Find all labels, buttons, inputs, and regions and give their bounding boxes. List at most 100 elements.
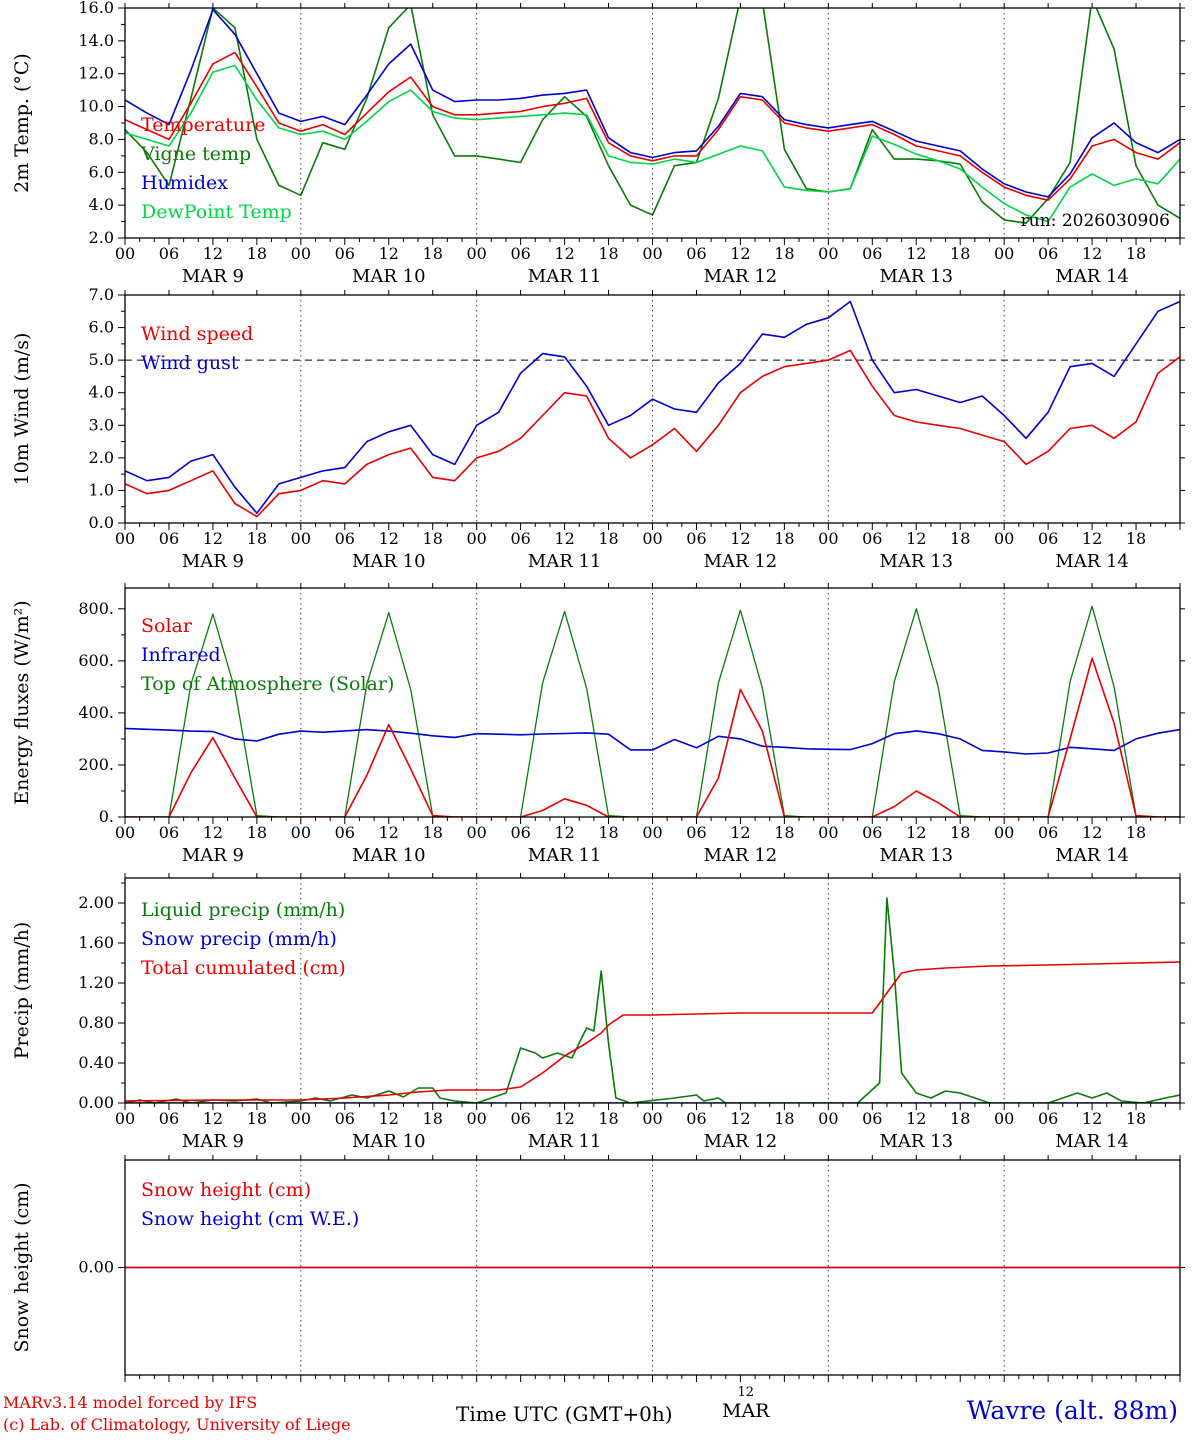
xtick-label: 12 (1082, 529, 1102, 548)
day-label: MAR 9 (182, 1131, 244, 1152)
series-infrared (125, 727, 1180, 755)
xtick-label: 18 (247, 823, 267, 842)
day-label: MAR 13 (879, 551, 953, 572)
xtick-label: 18 (247, 1109, 267, 1128)
xtick-label: 12 (906, 529, 926, 548)
series-wind-speed (125, 349, 1180, 518)
ytick-label: 0.80 (78, 1013, 114, 1032)
xtick-label: 06 (159, 823, 179, 842)
meteogram-chart: 16.014.012.010.08.06.04.02.000 06 12 18 00 06… (11, 0, 1185, 1382)
day-label: MAR 14 (1055, 1131, 1129, 1152)
ytick-label: 6.0 (89, 318, 114, 337)
model-credit: MARv3.14 model forced by IFS (c) Lab. of… (3, 1392, 351, 1437)
ytick-label: 0.40 (78, 1053, 114, 1072)
series-dewpoint-temp (125, 64, 1180, 223)
xtick-label: 12 (1082, 244, 1102, 263)
ytick-label: 1.0 (89, 480, 114, 499)
y-axis-title: Energy fluxes (W/m²) (11, 600, 33, 804)
xtick-label: 06 (159, 1109, 179, 1128)
ytick-label: 400. (78, 703, 114, 722)
xaxis-date: 12 MAR (722, 1385, 769, 1422)
xtick-label: 00 (994, 529, 1014, 548)
ytick-label: 3.0 (89, 415, 114, 434)
day-label: MAR 12 (704, 1131, 778, 1152)
xtick-label: 12 (1082, 1109, 1102, 1128)
day-label: MAR 11 (528, 845, 602, 866)
day-label: MAR 14 (1055, 845, 1129, 866)
xtick-label: 06 (862, 244, 882, 263)
legend-label: DewPoint Temp (141, 201, 292, 223)
xtick-label: 12 (730, 823, 750, 842)
xtick-label: 00 (818, 244, 838, 263)
ytick-label: 2.00 (78, 893, 114, 912)
xtick-label: 18 (1126, 244, 1146, 263)
day-label: MAR 10 (352, 266, 426, 287)
day-label: MAR 12 (704, 551, 778, 572)
ytick-label: 4.0 (89, 383, 114, 402)
day-label: MAR 11 (528, 266, 602, 287)
xtick-label: 12 (203, 244, 223, 263)
series-total-cumulated (125, 961, 1180, 1102)
xtick-label: 00 (466, 1109, 486, 1128)
xtick-label: 18 (598, 244, 618, 263)
xtick-label: 18 (423, 1109, 443, 1128)
xtick-label: 00 (642, 529, 662, 548)
legend-label: Liquid precip (mm/h) (141, 899, 345, 921)
credit-line-2: (c) Lab. of Climatology, University of L… (3, 1415, 351, 1435)
xtick-label: 12 (730, 529, 750, 548)
xtick-label: 06 (335, 823, 355, 842)
xtick-label: 06 (1038, 244, 1058, 263)
xtick-label: 06 (1038, 823, 1058, 842)
xtick-label: 06 (510, 244, 530, 263)
xtick-label: 12 (379, 244, 399, 263)
xtick-label: 00 (994, 823, 1014, 842)
xtick-label: 18 (598, 1109, 618, 1128)
panel-temp2m: 16.014.012.010.08.06.04.02.000 06 12 18 00 06… (11, 0, 1185, 287)
series-humidex (125, 8, 1180, 198)
legend-label: Snow height (cm W.E.) (141, 1208, 359, 1230)
xtick-label: 00 (291, 1109, 311, 1128)
xtick-label: 12 (906, 823, 926, 842)
legend-label: Infrared (141, 644, 221, 666)
xtick-label: 18 (950, 529, 970, 548)
xtick-label: 18 (950, 823, 970, 842)
xaxis-date-month: MAR (722, 1400, 770, 1422)
xtick-label: 06 (686, 244, 706, 263)
xtick-label: 00 (994, 244, 1014, 263)
ytick-label: 5.0 (89, 350, 114, 369)
xtick-label: 18 (598, 529, 618, 548)
xtick-label: 00 (466, 244, 486, 263)
xtick-label: 00 (642, 823, 662, 842)
panel-energy-fluxes: 800.600.400.200.0.00 06 12 18 00 06 12 18 00 06 12… (11, 583, 1185, 866)
xtick-label: 18 (247, 244, 267, 263)
ytick-label: 7.0 (89, 285, 114, 304)
xaxis-title: Time UTC (GMT+0h) (456, 1402, 673, 1426)
run-label: run: 2026030906 (1021, 211, 1170, 231)
panel-snow-height: 0.00 Snow height (cm) Snow height (cm) Snow… (11, 1155, 1185, 1382)
xtick-label: 06 (159, 244, 179, 263)
xaxis-date-day: 12 (737, 1385, 755, 1400)
legend-label: Vigne temp (140, 143, 251, 165)
xtick-label: 00 (818, 529, 838, 548)
ytick-label: 4.0 (89, 195, 114, 214)
credit-line-1: MARv3.14 model forced by IFS (3, 1393, 258, 1412)
xtick-label: 06 (686, 529, 706, 548)
day-label: MAR 11 (528, 551, 602, 572)
xtick-label: 06 (510, 1109, 530, 1128)
ytick-label: 6.0 (89, 162, 114, 181)
xtick-label: 12 (906, 1109, 926, 1128)
day-label: MAR 12 (704, 266, 778, 287)
xtick-label: 06 (1038, 1109, 1058, 1128)
xtick-label: 12 (554, 1109, 574, 1128)
day-label: MAR 9 (182, 551, 244, 572)
xtick-label: 12 (203, 1109, 223, 1128)
ytick-label: 0. (99, 807, 114, 826)
xtick-label: 12 (906, 244, 926, 263)
xtick-label: 12 (1082, 823, 1102, 842)
xtick-label: 00 (466, 529, 486, 548)
xtick-label: 12 (554, 529, 574, 548)
xtick-label: 12 (554, 244, 574, 263)
ytick-label: 200. (78, 755, 114, 774)
day-label: MAR 13 (879, 1131, 953, 1152)
legend-label: Snow precip (mm/h) (141, 928, 337, 950)
